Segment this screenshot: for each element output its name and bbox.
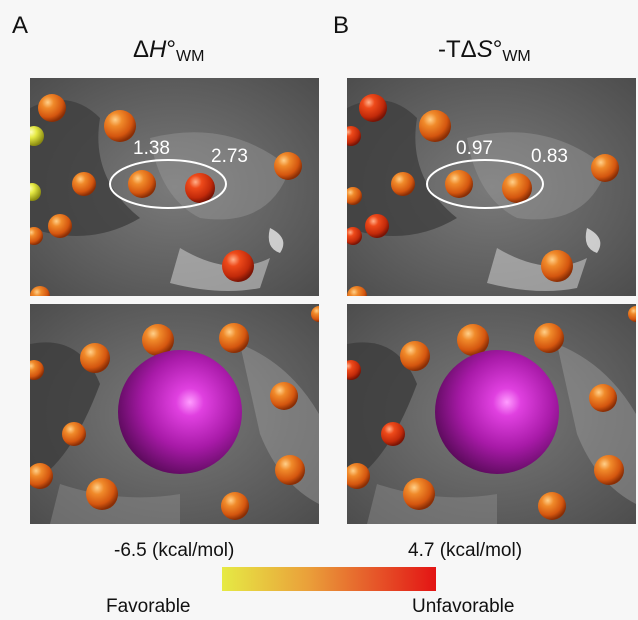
- water-sphere: [72, 172, 96, 196]
- water-sphere: [457, 324, 489, 356]
- panel-a-value-1: 1.38: [133, 138, 170, 159]
- water-sphere: [311, 306, 319, 322]
- panel-a-title-degree: °: [166, 36, 176, 63]
- water-sphere: [403, 478, 435, 510]
- water-sphere: [62, 422, 86, 446]
- water-sphere: [185, 173, 215, 203]
- water-sphere: [219, 323, 249, 353]
- water-sphere: [30, 126, 44, 146]
- panel-b-value-2: 0.83: [531, 146, 568, 167]
- water-sphere: [502, 173, 532, 203]
- water-sphere: [591, 154, 619, 182]
- water-sphere: [80, 343, 110, 373]
- panel-b-letter: B: [333, 12, 350, 39]
- unfavorable-label: Unfavorable: [412, 596, 515, 617]
- water-sphere: [347, 126, 361, 146]
- panel-a-title-symbol: H: [149, 36, 167, 63]
- water-sphere: [270, 382, 298, 410]
- water-sphere: [30, 227, 43, 245]
- panel-b-title-prefix: -TΔ: [438, 36, 477, 63]
- water-sphere: [628, 306, 636, 322]
- panel-a-bottom-surface: [30, 304, 319, 524]
- water-sphere: [275, 455, 305, 485]
- favorable-label: Favorable: [106, 596, 191, 617]
- water-sphere: [86, 478, 118, 510]
- panel-b-top-surface: [347, 78, 636, 296]
- panel-b-title-degree: °: [492, 36, 503, 63]
- water-sphere: [347, 187, 362, 205]
- water-sphere: [347, 463, 370, 489]
- water-sphere: [30, 463, 53, 489]
- panel-b-top-image: [347, 78, 636, 296]
- water-sphere: [104, 110, 136, 142]
- water-sphere: [589, 384, 617, 412]
- water-sphere: [400, 341, 430, 371]
- panel-a-top-surface: [30, 78, 319, 296]
- water-sphere: [38, 94, 66, 122]
- water-sphere: [445, 170, 473, 198]
- panel-a-title: ΔH°WM: [133, 38, 204, 65]
- water-sphere: [48, 214, 72, 238]
- water-sphere: [538, 492, 566, 520]
- color-scale-bar: [222, 567, 436, 591]
- water-sphere: [347, 227, 362, 245]
- water-sphere: [142, 324, 174, 356]
- panel-a-top-image: [30, 78, 319, 296]
- water-sphere: [221, 492, 249, 520]
- panel-b-title-subscript: WM: [502, 48, 531, 65]
- panel-b-title: -TΔS°WM: [438, 38, 531, 65]
- panel-a-title-subscript: WM: [175, 48, 205, 65]
- water-sphere: [534, 323, 564, 353]
- panel-b-bottom-surface: [347, 304, 636, 524]
- panel-b-value-1: 0.97: [456, 138, 493, 159]
- water-sphere: [365, 214, 389, 238]
- panel-a-value-2: 2.73: [211, 146, 248, 167]
- water-sphere: [541, 250, 573, 282]
- panel-a-bottom-image: [30, 304, 319, 524]
- water-sphere: [347, 286, 367, 296]
- water-sphere: [381, 422, 405, 446]
- water-sphere: [274, 152, 302, 180]
- water-sphere: [359, 94, 387, 122]
- water-sphere: [222, 250, 254, 282]
- ion-sphere: [118, 350, 242, 474]
- scale-min-label: -6.5 (kcal/mol): [114, 540, 235, 561]
- panel-b-title-symbol: S: [476, 36, 493, 63]
- ion-sphere: [435, 350, 559, 474]
- panel-a-title-prefix: Δ: [133, 36, 150, 63]
- water-sphere: [419, 110, 451, 142]
- water-sphere: [128, 170, 156, 198]
- water-sphere: [30, 286, 50, 296]
- water-sphere: [347, 360, 361, 380]
- panel-b-bottom-image: [347, 304, 636, 524]
- water-sphere: [30, 183, 41, 201]
- highlight-ellipse: [426, 159, 544, 209]
- water-sphere: [391, 172, 415, 196]
- scale-max-label: 4.7 (kcal/mol): [408, 540, 523, 561]
- water-sphere: [594, 455, 624, 485]
- highlight-ellipse: [109, 159, 227, 209]
- panel-a-letter: A: [12, 12, 29, 39]
- water-sphere: [30, 360, 44, 380]
